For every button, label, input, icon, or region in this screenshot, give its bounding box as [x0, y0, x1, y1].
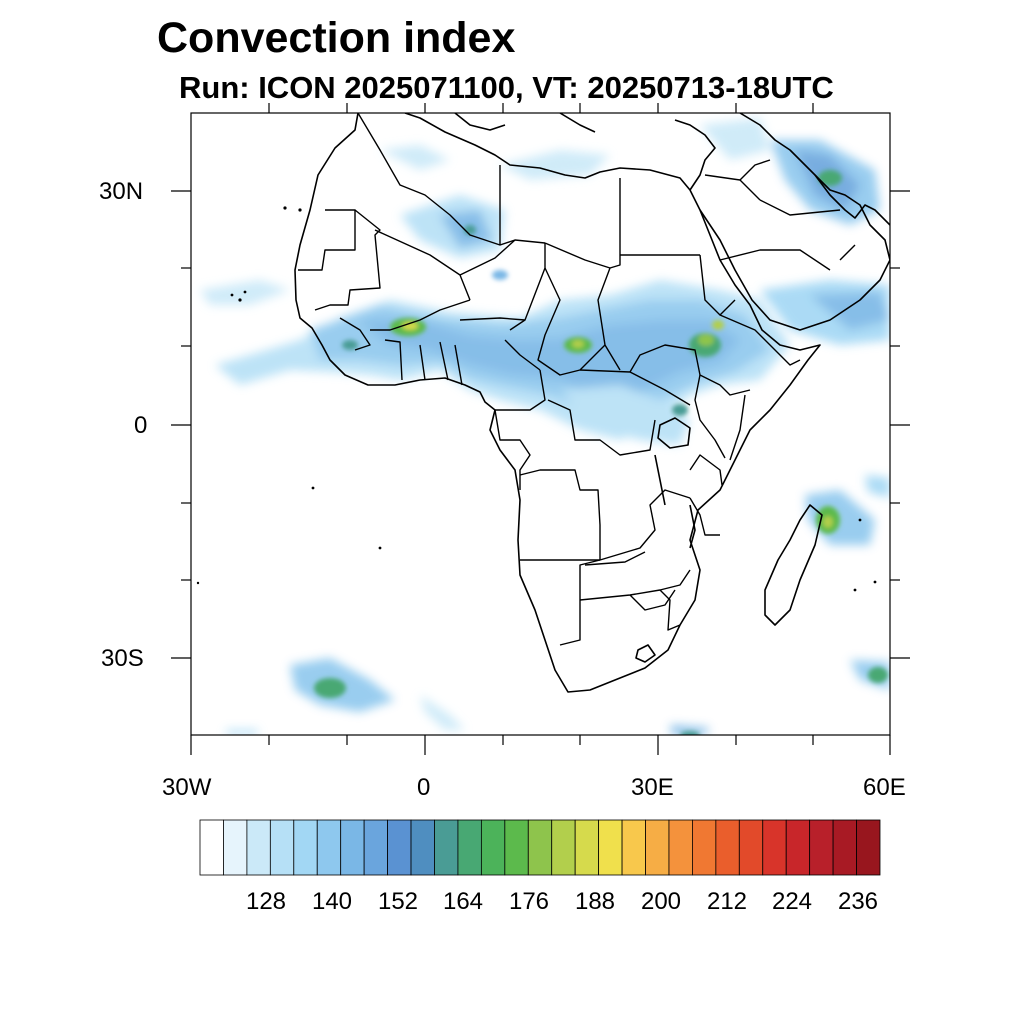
colorbar-swatch [574, 819, 600, 876]
colorbar-swatch [410, 819, 435, 876]
colorbar-swatch [856, 819, 881, 876]
colorbar-swatch [645, 819, 670, 876]
colorbar-swatch [246, 819, 271, 876]
colorbar-swatch [223, 819, 248, 876]
lat-label-0: 0 [134, 412, 148, 439]
colorbar-label: 164 [442, 888, 484, 915]
colorbar-label: 224 [771, 888, 813, 915]
colorbar-label: 236 [837, 888, 879, 915]
country-borders [298, 113, 856, 646]
chart-title: Convection index [157, 14, 516, 62]
islands [196, 206, 877, 592]
colorbar-label: 188 [574, 888, 616, 915]
colorbar-swatch [434, 819, 459, 876]
convection-field [200, 118, 890, 735]
colorbar-swatch [316, 819, 342, 876]
axis-ticks [171, 103, 910, 755]
colorbar-swatch [504, 819, 529, 876]
colorbar-swatch [457, 819, 482, 876]
colorbar-swatch [715, 819, 740, 876]
colorbar-swatch [551, 819, 576, 876]
colorbar-label: 128 [245, 888, 287, 915]
colorbar-swatch [832, 819, 857, 876]
colorbar-swatch [762, 819, 787, 876]
chart-subtitle: Run: ICON 2025071100, VT: 20250713-18UTC [179, 70, 834, 105]
colorbar-swatch [340, 819, 365, 876]
colorbar-swatch [480, 819, 506, 876]
map-frame [190, 112, 891, 736]
colorbar-swatch [269, 819, 295, 876]
colorbar-swatch [692, 819, 717, 876]
colorbar-label: 140 [311, 888, 353, 915]
colorbar-label: 176 [508, 888, 550, 915]
lon-label-30e: 30E [631, 774, 674, 801]
colorbar-swatch [293, 819, 318, 876]
colorbar-swatch [785, 819, 811, 876]
colorbar [199, 819, 881, 876]
colorbar-swatch [527, 819, 553, 876]
colorbar-label: 200 [640, 888, 682, 915]
colorbar-label: 152 [377, 888, 419, 915]
colorbar-swatch [598, 819, 623, 876]
lat-label-30n: 30N [99, 178, 144, 205]
colorbar-swatch [387, 819, 412, 876]
colorbar-swatch [809, 819, 834, 876]
lon-label-30w: 30W [162, 774, 212, 801]
lat-label-30s: 30S [101, 645, 144, 672]
colorbar-swatch [738, 819, 764, 876]
lon-label-0: 0 [417, 774, 431, 801]
colorbar-label: 212 [706, 888, 748, 915]
colorbar-swatch [199, 819, 224, 876]
colorbar-swatch [668, 819, 693, 876]
colorbar-swatch [363, 819, 388, 876]
colorbar-swatch [621, 819, 646, 876]
lon-label-60e: 60E [863, 774, 906, 801]
coastline [294, 113, 890, 693]
